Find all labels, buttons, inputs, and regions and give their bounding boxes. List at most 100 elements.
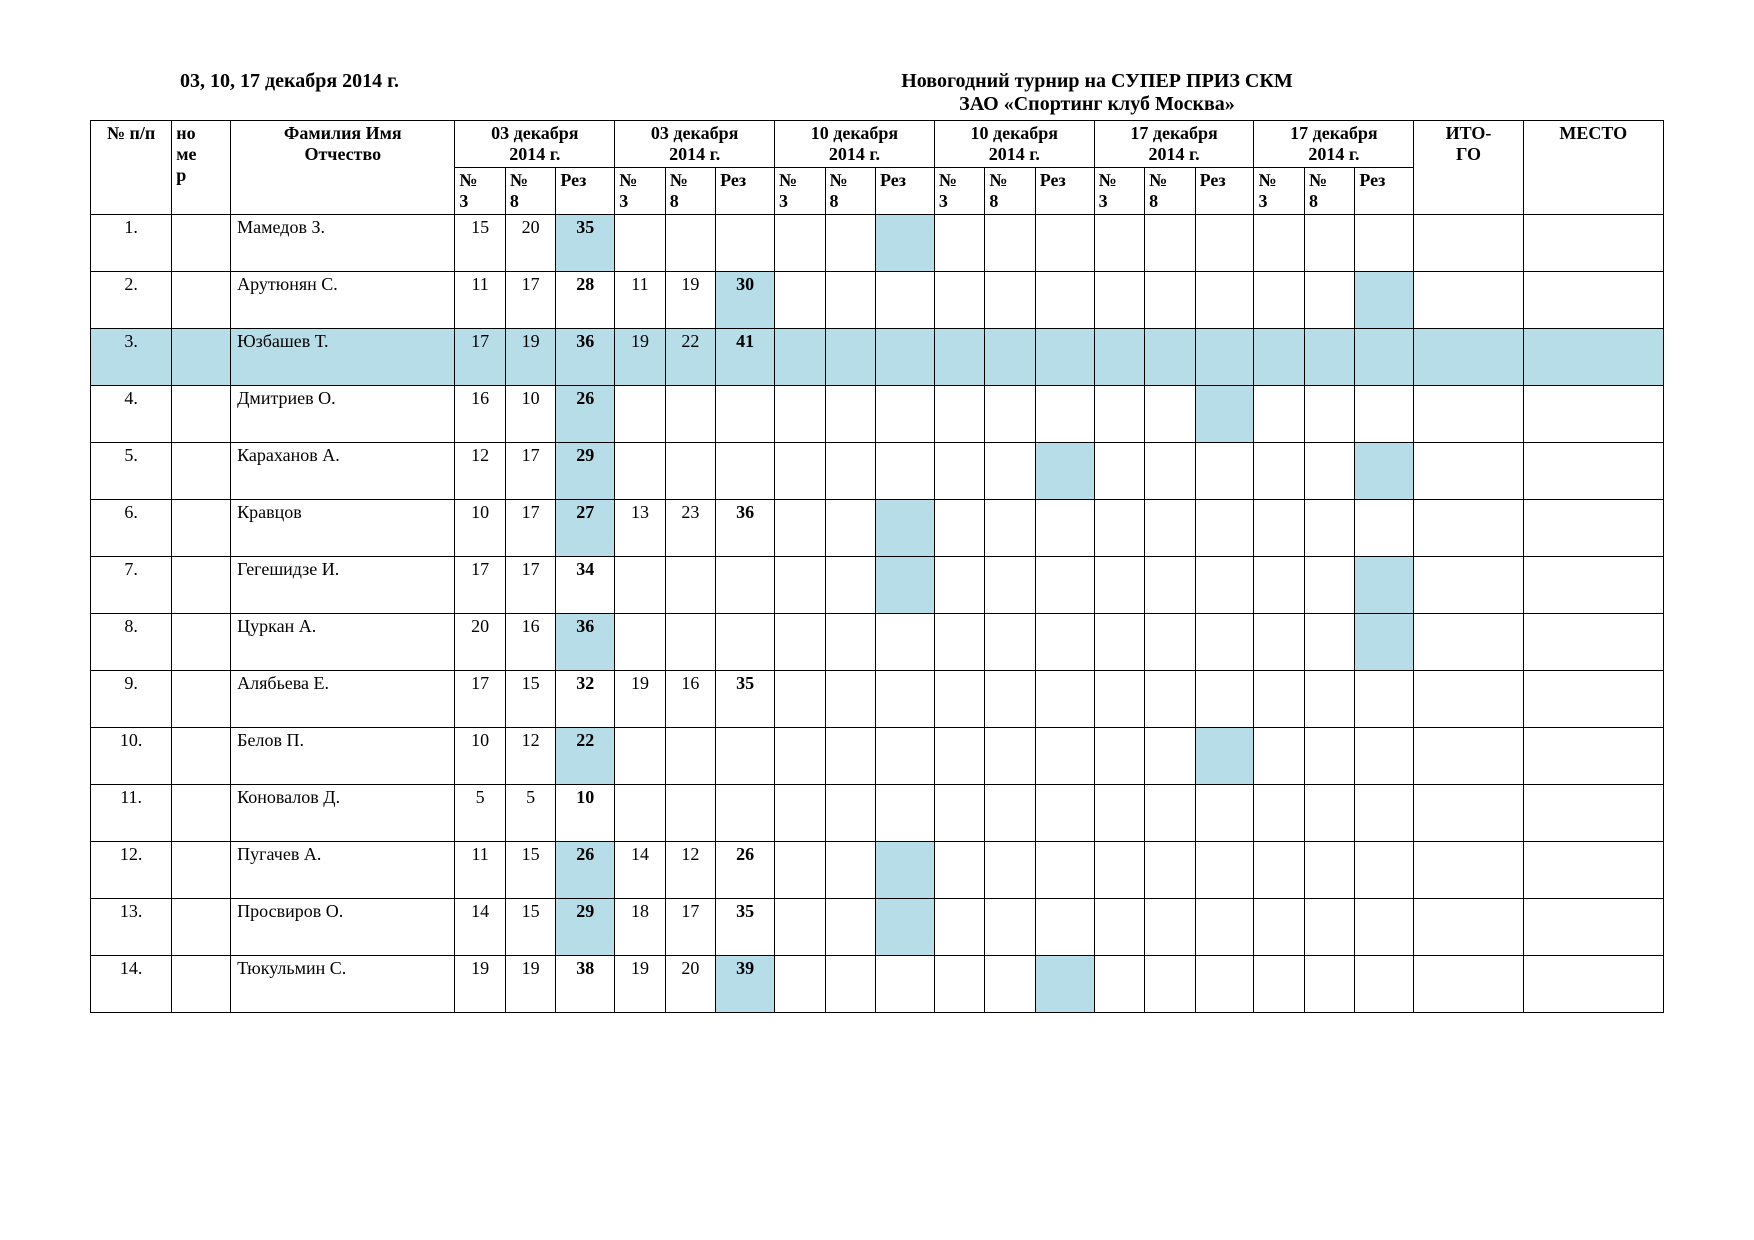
- date-l1: 17 декабря: [1099, 123, 1250, 144]
- col-sub-n3: №3: [455, 168, 505, 215]
- cell-name: Алябьева Е.: [231, 671, 455, 728]
- col-itogo: ИТО- ГО: [1414, 121, 1523, 215]
- cell-rez: [1195, 557, 1254, 614]
- cell-mesto: [1523, 329, 1663, 386]
- cell-n8: [665, 386, 715, 443]
- cell-n8: 10: [505, 386, 555, 443]
- cell-n3: [1254, 614, 1304, 671]
- table-body: 1.Мамедов З.1520352.Арутюнян С.111728111…: [91, 215, 1664, 1013]
- cell-n8: [1145, 899, 1195, 956]
- table-row: 6.Кравцов101727132336: [91, 500, 1664, 557]
- cell-n3: [615, 614, 665, 671]
- cell-idx: 8.: [91, 614, 172, 671]
- cell-rez: [1355, 443, 1414, 500]
- cell-n8: 17: [665, 899, 715, 956]
- cell-n3: [1094, 215, 1144, 272]
- cell-rez: [1035, 614, 1094, 671]
- cell-n8: [825, 443, 875, 500]
- cell-n3: [615, 785, 665, 842]
- col-sub-n3: №3: [775, 168, 825, 215]
- cell-n8: [1304, 272, 1354, 329]
- cell-rez: 35: [716, 671, 775, 728]
- cell-rez: [1035, 842, 1094, 899]
- cell-n3: [1254, 728, 1304, 785]
- col-sub-rez: Рез: [1035, 168, 1094, 215]
- cell-name: Цуркан А.: [231, 614, 455, 671]
- cell-mesto: [1523, 500, 1663, 557]
- cell-rez: [1355, 842, 1414, 899]
- cell-idx: 13.: [91, 899, 172, 956]
- cell-name: Гегешидзе И.: [231, 557, 455, 614]
- cell-rez: [716, 728, 775, 785]
- table-row: 2.Арутюнян С.111728111930: [91, 272, 1664, 329]
- cell-itogo: [1414, 500, 1523, 557]
- cell-n3: [775, 728, 825, 785]
- cell-rez: [716, 215, 775, 272]
- col-fio-l1: Фамилия Имя: [235, 123, 450, 144]
- cell-mesto: [1523, 215, 1663, 272]
- cell-nomer: [172, 614, 231, 671]
- cell-n3: 14: [615, 842, 665, 899]
- cell-n3: [934, 443, 984, 500]
- cell-n8: [985, 671, 1035, 728]
- cell-rez: [1035, 728, 1094, 785]
- cell-n8: [1304, 899, 1354, 956]
- cell-n8: 19: [505, 329, 555, 386]
- cell-mesto: [1523, 671, 1663, 728]
- cell-n3: 12: [455, 443, 505, 500]
- cell-n3: [615, 728, 665, 785]
- cell-n8: 20: [505, 215, 555, 272]
- cell-n3: [775, 500, 825, 557]
- cell-name: Кравцов: [231, 500, 455, 557]
- cell-rez: 30: [716, 272, 775, 329]
- cell-itogo: [1414, 443, 1523, 500]
- cell-n8: [985, 272, 1035, 329]
- cell-n8: [1304, 785, 1354, 842]
- cell-n8: [985, 500, 1035, 557]
- cell-rez: [1355, 386, 1414, 443]
- cell-rez: [1355, 785, 1414, 842]
- cell-rez: [1035, 329, 1094, 386]
- cell-n8: [985, 956, 1035, 1013]
- cell-n3: [934, 899, 984, 956]
- cell-itogo: [1414, 671, 1523, 728]
- cell-n3: [934, 728, 984, 785]
- cell-idx: 11.: [91, 785, 172, 842]
- col-sub-rez: Рез: [875, 168, 934, 215]
- col-date-block: 10 декабря2014 г.: [934, 121, 1094, 168]
- cell-rez: [875, 500, 934, 557]
- cell-idx: 3.: [91, 329, 172, 386]
- cell-n8: [1304, 671, 1354, 728]
- cell-n8: [825, 899, 875, 956]
- cell-rez: [875, 842, 934, 899]
- cell-nomer: [172, 899, 231, 956]
- cell-idx: 12.: [91, 842, 172, 899]
- cell-mesto: [1523, 899, 1663, 956]
- cell-n3: 11: [615, 272, 665, 329]
- cell-rez: [875, 785, 934, 842]
- cell-n8: [825, 842, 875, 899]
- cell-n3: [1254, 785, 1304, 842]
- cell-rez: [875, 329, 934, 386]
- col-date-block: 03 декабря2014 г.: [615, 121, 775, 168]
- cell-name: Пугачев А.: [231, 842, 455, 899]
- cell-mesto: [1523, 557, 1663, 614]
- cell-n8: [1145, 272, 1195, 329]
- cell-rez: [1035, 215, 1094, 272]
- cell-nomer: [172, 956, 231, 1013]
- cell-n8: [665, 215, 715, 272]
- cell-n8: [985, 215, 1035, 272]
- cell-nomer: [172, 500, 231, 557]
- cell-rez: [1035, 500, 1094, 557]
- cell-name: Караханов А.: [231, 443, 455, 500]
- cell-rez: 26: [716, 842, 775, 899]
- cell-rez: 22: [556, 728, 615, 785]
- cell-n3: [1254, 899, 1304, 956]
- table-row: 5.Караханов А.121729: [91, 443, 1664, 500]
- cell-rez: [1195, 899, 1254, 956]
- cell-n3: [1094, 386, 1144, 443]
- cell-name: Арутюнян С.: [231, 272, 455, 329]
- cell-rez: [875, 614, 934, 671]
- col-sub-n8: №8: [985, 168, 1035, 215]
- cell-n3: 11: [455, 842, 505, 899]
